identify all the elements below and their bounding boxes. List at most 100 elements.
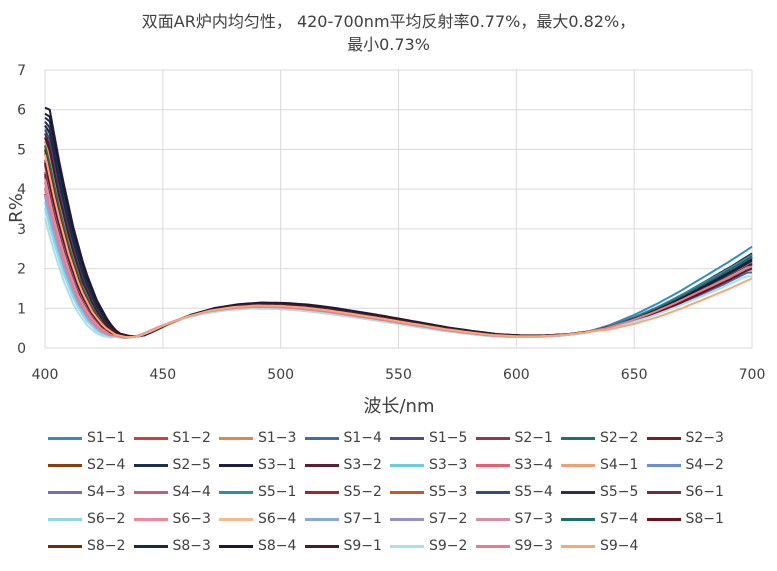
legend-swatch <box>646 490 681 494</box>
legend-swatch <box>390 490 424 494</box>
legend-label: S1−2 <box>172 430 211 446</box>
legend-swatch <box>219 436 253 440</box>
legend-label: S1−4 <box>343 430 382 446</box>
y-tick-label: 7 <box>17 63 26 79</box>
legend-swatch <box>48 517 82 521</box>
x-tick-label: 550 <box>385 367 412 383</box>
legend-swatch <box>561 517 595 521</box>
legend-swatch <box>133 463 168 467</box>
legend-label: S4−2 <box>685 457 724 473</box>
chart-title: 双面AR炉内均匀性， 420-700nm平均反射率0.77%，最大0.82%， … <box>0 10 777 56</box>
legend-label: S1−1 <box>87 430 126 446</box>
legend-swatch <box>646 517 681 521</box>
y-tick-label: 4 <box>17 182 26 198</box>
legend-label: S7−4 <box>600 511 639 527</box>
legend-swatch <box>304 436 339 440</box>
legend-swatch <box>646 463 681 467</box>
legend-swatch <box>561 490 595 494</box>
legend-label: S2−3 <box>685 430 724 446</box>
legend-item: S4−3 <box>48 481 125 503</box>
legend-item: S5−5 <box>561 481 638 503</box>
legend-item: S6−4 <box>219 508 296 530</box>
legend-swatch <box>561 436 595 440</box>
y-tick-label: 5 <box>17 142 26 158</box>
tick-labels: 0 1 2 3 4 5 6 7 400 450 500 550 600 650 700 <box>17 63 765 383</box>
legend-label: S9−2 <box>429 538 468 554</box>
legend-item: S9−3 <box>475 535 553 557</box>
x-tick-label: 400 <box>32 367 59 383</box>
legend-swatch <box>475 490 510 494</box>
x-axis-label: 波长/nm <box>363 396 434 417</box>
y-tick-label: 3 <box>17 222 26 238</box>
legend-swatch <box>219 517 253 521</box>
legend-label: S6−4 <box>258 511 297 527</box>
legend-label: S4−3 <box>87 484 126 500</box>
legend-item: S2−1 <box>475 427 553 449</box>
legend-item: S6−2 <box>48 508 125 530</box>
legend-swatch <box>390 436 424 440</box>
y-tick-label: 6 <box>17 103 26 119</box>
legend-item: S7−4 <box>561 508 638 530</box>
legend-label: S4−1 <box>600 457 639 473</box>
legend-label: S4−4 <box>172 484 211 500</box>
legend-swatch <box>390 517 424 521</box>
legend-item: S3−2 <box>304 454 382 476</box>
legend-item: S7−3 <box>475 508 553 530</box>
legend-item: S5−2 <box>304 481 382 503</box>
legend-swatch <box>304 544 339 548</box>
legend-item: S3−1 <box>219 454 296 476</box>
legend-item: S1−5 <box>390 427 467 449</box>
legend-label: S6−1 <box>685 484 724 500</box>
legend-label: S7−1 <box>343 511 382 527</box>
legend-label: S1−3 <box>258 430 297 446</box>
legend-label: S8−2 <box>87 538 126 554</box>
legend-item: S1−1 <box>48 427 125 449</box>
legend-swatch <box>48 436 82 440</box>
legend-label: S3−2 <box>343 457 382 473</box>
legend-swatch <box>304 517 339 521</box>
legend-item: S2−4 <box>48 454 125 476</box>
legend-item: S7−2 <box>390 508 467 530</box>
legend-item: S6−3 <box>133 508 211 530</box>
legend-item: S3−3 <box>390 454 467 476</box>
legend-swatch <box>561 463 595 467</box>
grid <box>44 69 753 349</box>
legend-item: S6−1 <box>646 481 724 503</box>
legend-swatch <box>390 544 424 548</box>
legend-swatch <box>48 544 82 548</box>
legend-label: S3−3 <box>429 457 468 473</box>
legend-item: S1−3 <box>219 427 296 449</box>
legend-swatch <box>48 463 82 467</box>
legend-swatch <box>561 544 595 548</box>
legend-item: S5−4 <box>475 481 553 503</box>
legend-item: S9−4 <box>561 535 638 557</box>
legend-swatch <box>48 490 82 494</box>
legend-swatch <box>133 490 168 494</box>
legend-item: S2−3 <box>646 427 724 449</box>
series-lines <box>44 106 753 339</box>
legend-item: S3−4 <box>475 454 553 476</box>
y-tick-label: 1 <box>17 301 26 317</box>
y-axis-label: R% <box>6 193 27 223</box>
y-tick-label: 2 <box>17 262 26 278</box>
legend-label: S8−4 <box>258 538 297 554</box>
y-tick-label: 0 <box>17 341 26 357</box>
legend-label: S3−4 <box>514 457 553 473</box>
legend-item: S4−2 <box>646 454 724 476</box>
legend-item: S1−4 <box>304 427 382 449</box>
legend-item: S9−2 <box>390 535 467 557</box>
legend-swatch <box>390 463 424 467</box>
legend-swatch <box>646 436 681 440</box>
legend-item: S4−4 <box>133 481 211 503</box>
legend-label: S2−1 <box>514 430 553 446</box>
x-tick-label: 450 <box>149 367 176 383</box>
legend-label: S9−4 <box>600 538 639 554</box>
legend-swatch <box>475 517 510 521</box>
legend-label: S2−2 <box>600 430 639 446</box>
x-tick-label: 500 <box>267 367 294 383</box>
legend-swatch <box>475 463 510 467</box>
legend-item: S8−2 <box>48 535 125 557</box>
legend-item: S5−3 <box>390 481 467 503</box>
legend-item: S9−1 <box>304 535 382 557</box>
